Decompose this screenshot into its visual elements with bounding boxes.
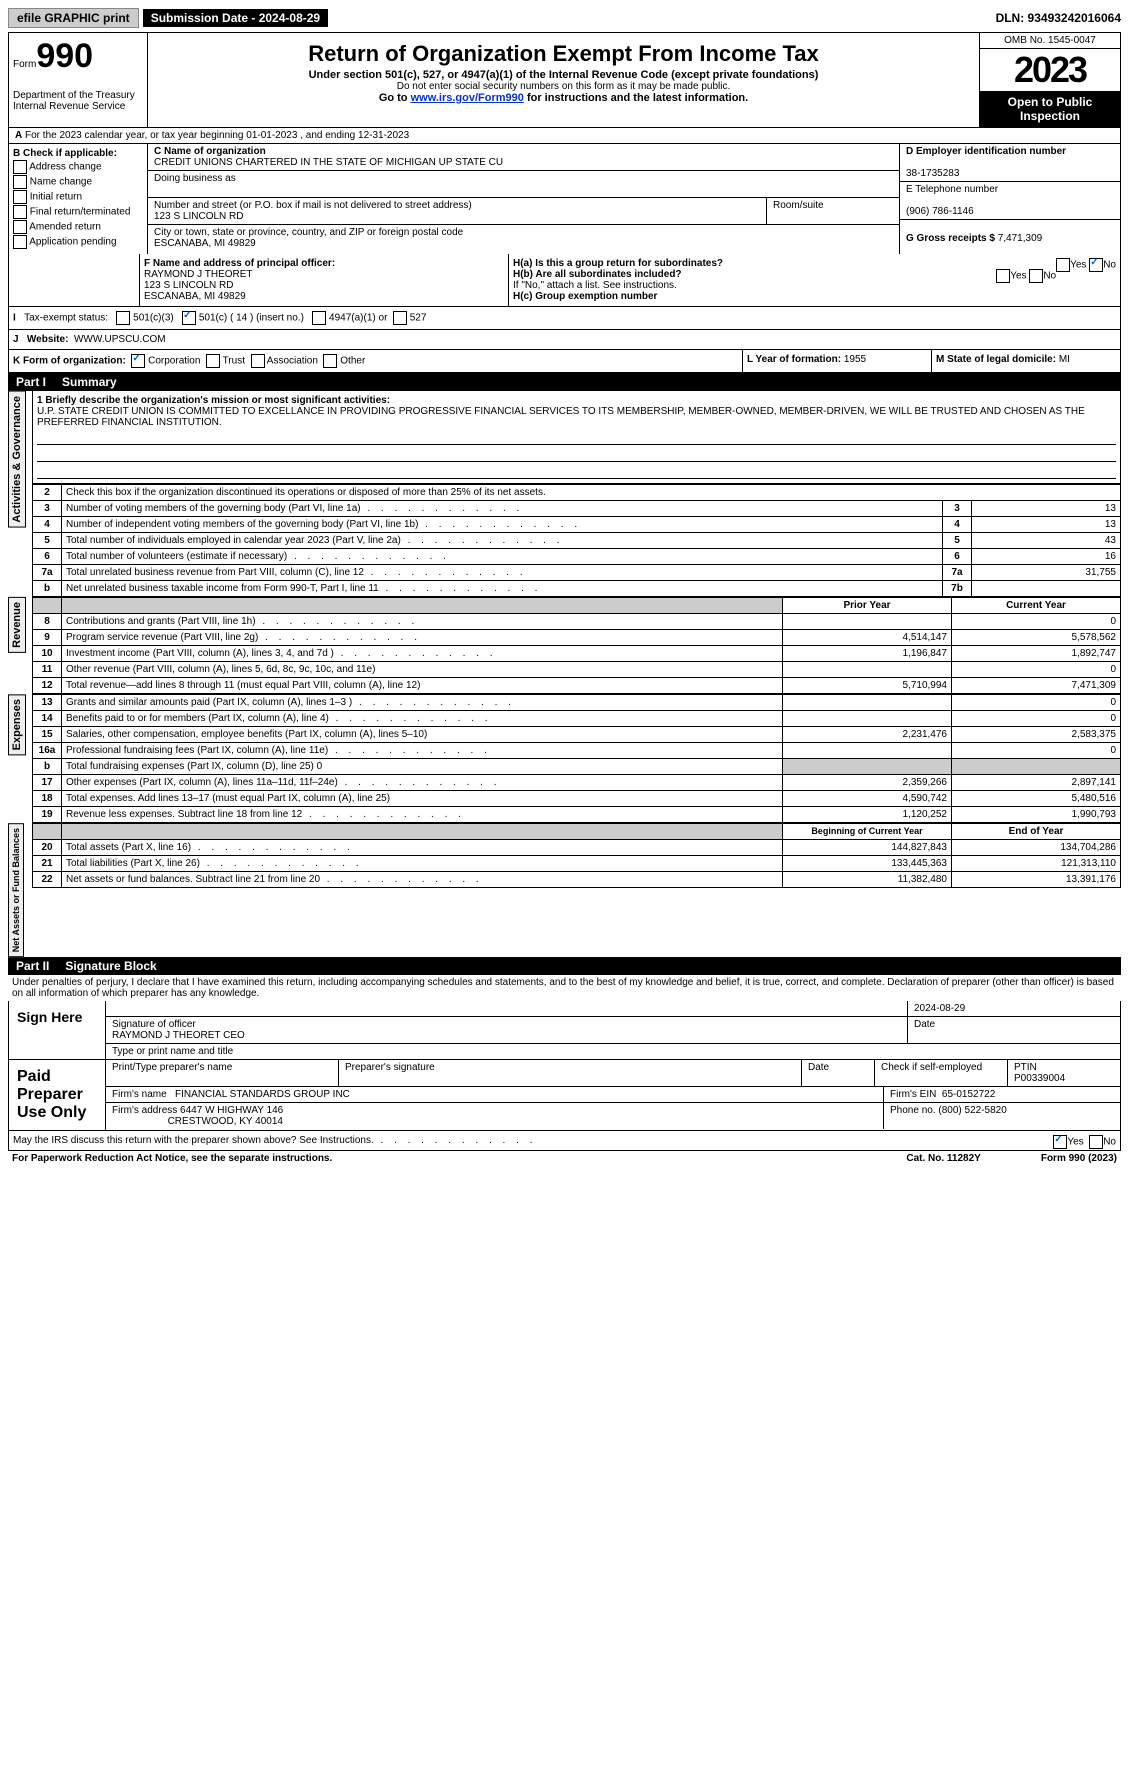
form-label: Form <box>13 59 36 70</box>
paid-preparer-block: Paid Preparer Use Only Print/Type prepar… <box>8 1060 1121 1131</box>
box-d-e-g: D Employer identification number38-17352… <box>899 144 1120 254</box>
sign-here-block: Sign Here 2024-08-29 Signature of office… <box>8 1001 1121 1060</box>
section-revenue: Revenue <box>8 597 26 653</box>
title-sub2: Do not enter social security numbers on … <box>154 81 973 92</box>
state-domicile: MI <box>1059 354 1070 365</box>
title-sub1: Under section 501(c), 527, or 4947(a)(1)… <box>154 69 973 81</box>
revenue-table: Prior YearCurrent Year 8Contributions an… <box>32 597 1121 694</box>
firm-address: 6447 W HIGHWAY 146 <box>180 1105 283 1116</box>
box-c: C Name of organizationCREDIT UNIONS CHAR… <box>148 144 899 254</box>
year-formation: 1955 <box>844 354 866 365</box>
irs-link[interactable]: www.irs.gov/Form990 <box>411 92 524 104</box>
year-box: OMB No. 1545-0047 2023 Open to Public In… <box>979 33 1120 127</box>
title-sub3: Go to www.irs.gov/Form990 for instructio… <box>154 92 973 104</box>
telephone: (906) 786-1146 <box>906 206 974 217</box>
firm-ein: 65-0152722 <box>942 1089 995 1100</box>
row-k-l-m: K Form of organization: Corporation Trus… <box>8 350 1121 373</box>
section-expenses: Expenses <box>8 694 26 755</box>
open-to-public: Open to Public Inspection <box>980 91 1120 127</box>
ptin: P00339004 <box>1014 1073 1065 1084</box>
net-assets-table: Beginning of Current YearEnd of Year 20T… <box>32 823 1121 888</box>
sign-date: 2024-08-29 <box>908 1001 1120 1016</box>
line-a: A For the 2023 calendar year, or tax yea… <box>8 128 1121 144</box>
row-i: I Tax-exempt status: 501(c)(3) 501(c) ( … <box>8 307 1121 330</box>
form-number-box: Form990 Department of the Treasury Inter… <box>9 33 148 127</box>
section-governance: Activities & Governance <box>8 391 26 528</box>
mission-text: U.P. STATE CREDIT UNION IS COMMITTED TO … <box>37 406 1085 428</box>
tax-year: 2023 <box>980 49 1120 91</box>
form-number: 990 <box>36 37 93 75</box>
governance-table: 2Check this box if the organization disc… <box>32 484 1121 597</box>
officer-signature: RAYMOND J THEORET CEO <box>112 1030 245 1041</box>
box-h: H(a) Is this a group return for subordin… <box>509 254 1120 306</box>
sign-here-label: Sign Here <box>9 1001 106 1059</box>
department: Department of the Treasury Internal Reve… <box>13 90 143 112</box>
paid-preparer-label: Paid Preparer Use Only <box>9 1060 106 1130</box>
expenses-table: 13Grants and similar amounts paid (Part … <box>32 694 1121 823</box>
submission-date: Submission Date - 2024-08-29 <box>143 9 328 27</box>
row-j: J Website: WWW.UPSCU.COM <box>8 330 1121 350</box>
title-box: Return of Organization Exempt From Incom… <box>148 33 979 127</box>
street-address: 123 S LINCOLN RD <box>154 211 243 222</box>
irs-discuss-row: May the IRS discuss this return with the… <box>8 1131 1121 1151</box>
form-header: Form990 Department of the Treasury Inter… <box>8 32 1121 128</box>
footer: For Paperwork Reduction Act Notice, see … <box>8 1151 1121 1166</box>
section-net-assets: Net Assets or Fund Balances <box>8 823 24 957</box>
firm-phone: (800) 522-5820 <box>938 1105 1006 1116</box>
officer-name: RAYMOND J THEORET <box>144 269 253 280</box>
part-ii-header: Part IISignature Block <box>8 957 1121 975</box>
chk-initial-return[interactable]: Initial return <box>13 190 143 204</box>
org-name: CREDIT UNIONS CHARTERED IN THE STATE OF … <box>154 157 503 168</box>
website: WWW.UPSCU.COM <box>74 334 166 345</box>
gross-receipts: 7,471,309 <box>998 233 1043 244</box>
part-i-header: Part ISummary <box>8 373 1121 391</box>
chk-address-change[interactable]: Address change <box>13 160 143 174</box>
chk-final-return[interactable]: Final return/terminated <box>13 205 143 219</box>
mission-block: 1 Briefly describe the organization's mi… <box>32 391 1121 484</box>
chk-application-pending[interactable]: Application pending <box>13 235 143 249</box>
firm-name: FINANCIAL STANDARDS GROUP INC <box>175 1089 350 1100</box>
city-state-zip: ESCANABA, MI 49829 <box>154 238 256 249</box>
dln: DLN: 93493242016064 <box>996 11 1121 25</box>
chk-amended-return[interactable]: Amended return <box>13 220 143 234</box>
perjury-statement: Under penalties of perjury, I declare th… <box>8 975 1121 1001</box>
omb-number: OMB No. 1545-0047 <box>980 33 1120 49</box>
top-bar: efile GRAPHIC print Submission Date - 20… <box>8 8 1121 28</box>
chk-name-change[interactable]: Name change <box>13 175 143 189</box>
row-f-h: F Name and address of principal officer:… <box>8 254 1121 307</box>
box-b-checkboxes: B Check if applicable: Address change Na… <box>9 144 148 254</box>
ein: 38-1735283 <box>906 168 959 179</box>
box-f: F Name and address of principal officer:… <box>140 254 509 306</box>
efile-print-button[interactable]: efile GRAPHIC print <box>8 8 139 28</box>
section-b: B Check if applicable: Address change Na… <box>8 144 1121 254</box>
form-title: Return of Organization Exempt From Incom… <box>154 41 973 67</box>
